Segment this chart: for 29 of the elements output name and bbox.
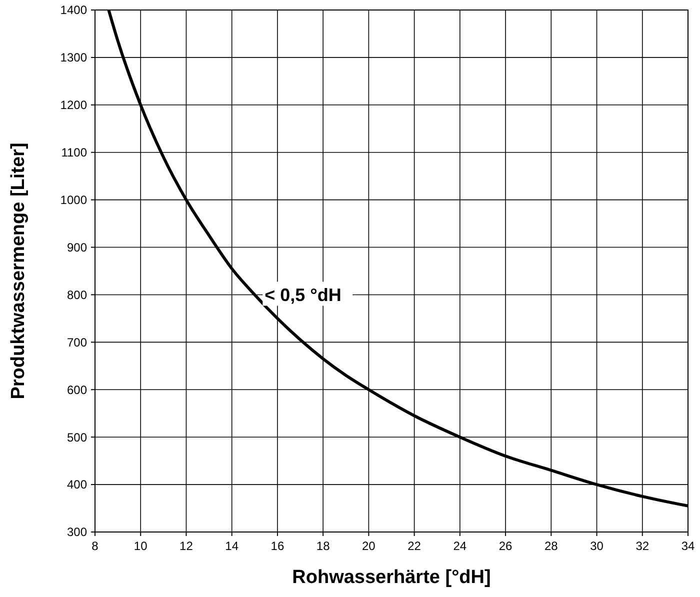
y-tick-label: 1300: [60, 50, 88, 65]
x-tick-label: 24: [453, 539, 467, 553]
y-tick-label: 1100: [61, 146, 88, 160]
x-tick-label: 14: [225, 539, 239, 553]
y-tick-label: 900: [66, 240, 88, 254]
y-tick-label: 1400: [60, 3, 88, 18]
x-tick-label: 12: [180, 539, 194, 553]
y-tick-label: 1000: [60, 193, 88, 208]
x-tick-label: 8: [92, 539, 99, 553]
y-tick-label: 700: [66, 335, 88, 350]
y-axis-title: Produktwassermenge [Liter]: [8, 142, 29, 400]
annotation: < 0,5 °dH: [264, 285, 342, 306]
y-tick-label: 500: [66, 430, 88, 444]
x-tick-label: 30: [590, 539, 604, 553]
x-axis-title: Rohwasserhärte [°dH]: [292, 567, 491, 588]
y-tick-label: 1200: [60, 98, 88, 112]
x-tick-label: 18: [316, 539, 330, 553]
y-tick-label: 400: [66, 478, 88, 492]
x-tick-label: 32: [636, 539, 650, 553]
x-tick-label: 22: [408, 539, 422, 553]
x-tick-label: 20: [362, 539, 376, 553]
x-tick-label: 34: [681, 539, 695, 553]
y-tick-label: 800: [66, 288, 88, 302]
x-tick-label: 16: [270, 539, 284, 553]
x-tick-label: 10: [134, 539, 148, 553]
x-tick-label: 26: [498, 539, 513, 553]
y-tick-label: 600: [66, 382, 88, 397]
x-tick-label: 28: [544, 539, 558, 553]
y-tick-label: 300: [66, 525, 88, 540]
